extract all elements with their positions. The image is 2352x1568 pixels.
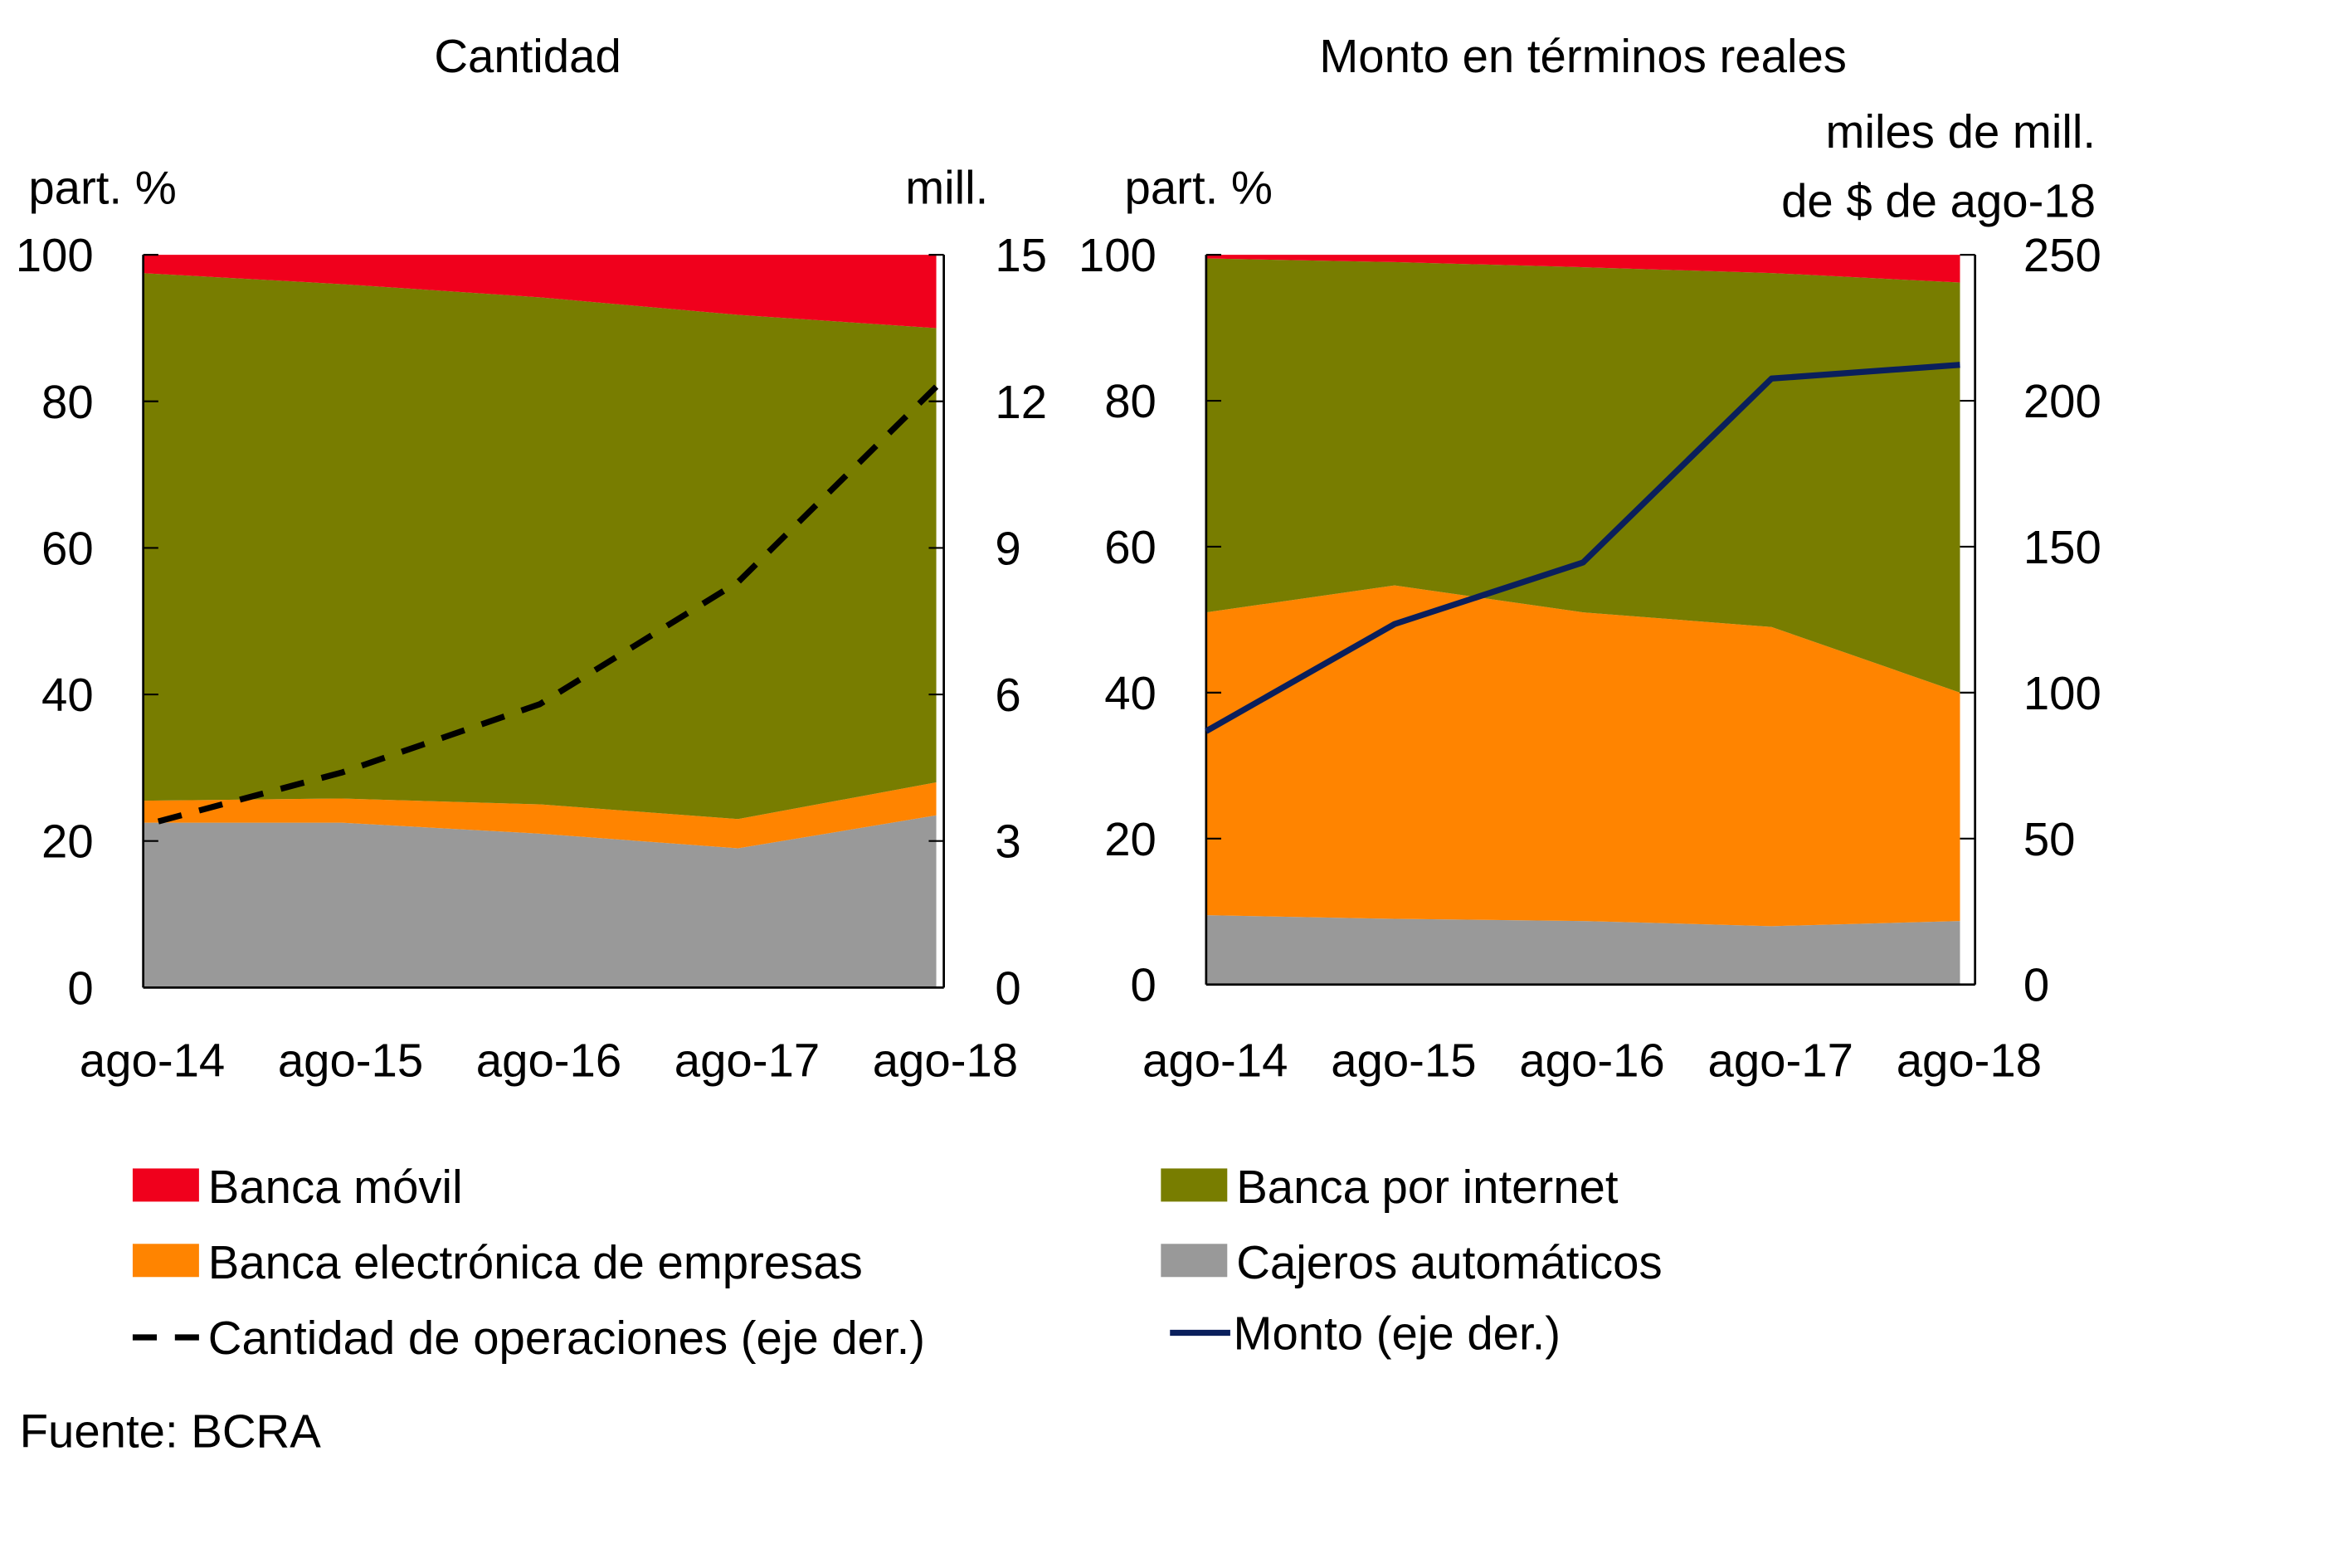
left-tick-label: 100 bbox=[16, 229, 94, 281]
left-tick-label: 80 bbox=[41, 376, 94, 428]
legend-item: Cajeros automáticos bbox=[1161, 1236, 1663, 1288]
right-tick-label: 150 bbox=[2023, 521, 2101, 573]
x-tick-label: ago-18 bbox=[1897, 1035, 2042, 1087]
right-tick-label: 250 bbox=[2023, 229, 2101, 281]
left-tick-label: 60 bbox=[41, 522, 94, 574]
source-note: Fuente: BCRA bbox=[20, 1405, 322, 1458]
x-tick-label: ago-15 bbox=[278, 1035, 423, 1087]
right-axis-label: miles de mill. bbox=[1826, 105, 2096, 158]
left-tick-label: 20 bbox=[41, 816, 94, 868]
area-banca-m-vil bbox=[143, 255, 937, 329]
legend-swatch bbox=[1161, 1244, 1228, 1278]
right-tick-label: 0 bbox=[995, 962, 1020, 1014]
left-axis-label: part. % bbox=[28, 161, 176, 213]
x-tick-label: ago-18 bbox=[873, 1035, 1018, 1087]
left-tick-label: 20 bbox=[1104, 813, 1157, 865]
left-tick-label: 0 bbox=[67, 962, 93, 1014]
right-tick-label: 0 bbox=[2023, 959, 2049, 1011]
x-tick-label: ago-14 bbox=[80, 1035, 225, 1087]
left-tick-label: 0 bbox=[1131, 959, 1157, 1011]
chart-monto: Monto en términos reales part. % miles de … bbox=[1079, 30, 2101, 1086]
legend-item: Banca por internet bbox=[1161, 1161, 1619, 1213]
legend-item: Banca móvil bbox=[132, 1161, 463, 1213]
area-banca-por-internet bbox=[1205, 258, 1960, 693]
area-cajeros-autom-ticos bbox=[143, 815, 937, 988]
chart-title: Monto en términos reales bbox=[1319, 30, 1847, 82]
legend-label: Cantidad de operaciones (eje der.) bbox=[208, 1312, 925, 1364]
left-axis-label: part. % bbox=[1125, 161, 1273, 213]
legend-item: Monto (eje der.) bbox=[1170, 1307, 1561, 1359]
left-tick-label: 80 bbox=[1104, 375, 1157, 427]
legend-label: Cajeros automáticos bbox=[1236, 1236, 1662, 1288]
right-tick-label: 200 bbox=[2023, 375, 2101, 427]
right-tick-label: 9 bbox=[995, 522, 1020, 574]
chart-title: Cantidad bbox=[434, 30, 621, 82]
x-tick-label: ago-16 bbox=[1519, 1035, 1664, 1087]
x-tick-label: ago-14 bbox=[1142, 1035, 1288, 1087]
legend-swatch bbox=[132, 1244, 199, 1278]
legend: Banca móvil Banca por internet Banca elect… bbox=[132, 1161, 1663, 1364]
right-axis-label: de $ de ago-18 bbox=[1781, 175, 2096, 227]
x-tick-label: ago-16 bbox=[476, 1035, 621, 1087]
legend-swatch bbox=[132, 1168, 199, 1202]
right-tick-label: 6 bbox=[995, 669, 1020, 721]
area-banca-electr-nica-de-empresas bbox=[1205, 585, 1960, 927]
legend-label: Banca electrónica de empresas bbox=[208, 1236, 863, 1288]
legend-swatch bbox=[1161, 1168, 1228, 1202]
legend-item: Banca electrónica de empresas bbox=[132, 1236, 863, 1288]
area-banca-electr-nica-de-empresas bbox=[143, 782, 937, 849]
x-tick-label: ago-17 bbox=[674, 1035, 820, 1087]
left-tick-label: 60 bbox=[1104, 521, 1157, 573]
legend-item: Cantidad de operaciones (eje der.) bbox=[132, 1312, 925, 1364]
area-banca-por-internet bbox=[143, 273, 937, 820]
right-tick-label: 3 bbox=[995, 816, 1020, 868]
area-banca-m-vil bbox=[1205, 255, 1960, 283]
right-tick-label: 50 bbox=[2023, 813, 2076, 865]
x-tick-label: ago-15 bbox=[1331, 1035, 1476, 1087]
right-tick-label: 12 bbox=[995, 376, 1047, 428]
right-tick-label: 100 bbox=[2023, 667, 2101, 719]
right-tick-label: 15 bbox=[995, 229, 1047, 281]
legend-label: Banca móvil bbox=[208, 1161, 463, 1213]
left-tick-label: 40 bbox=[41, 669, 94, 721]
legend-label: Banca por internet bbox=[1236, 1161, 1619, 1213]
legend-label: Monto (eje der.) bbox=[1234, 1307, 1561, 1359]
chart-cantidad: Cantidad part. % mill. 0 0 20 3 40 6 60 9 80 12 100 15… bbox=[16, 30, 1047, 1086]
left-tick-label: 40 bbox=[1104, 667, 1157, 719]
area-cajeros-autom-ticos bbox=[1205, 915, 1960, 985]
x-tick-label: ago-17 bbox=[1708, 1035, 1853, 1087]
left-tick-label: 100 bbox=[1079, 229, 1157, 281]
right-axis-label: mill. bbox=[905, 161, 988, 213]
